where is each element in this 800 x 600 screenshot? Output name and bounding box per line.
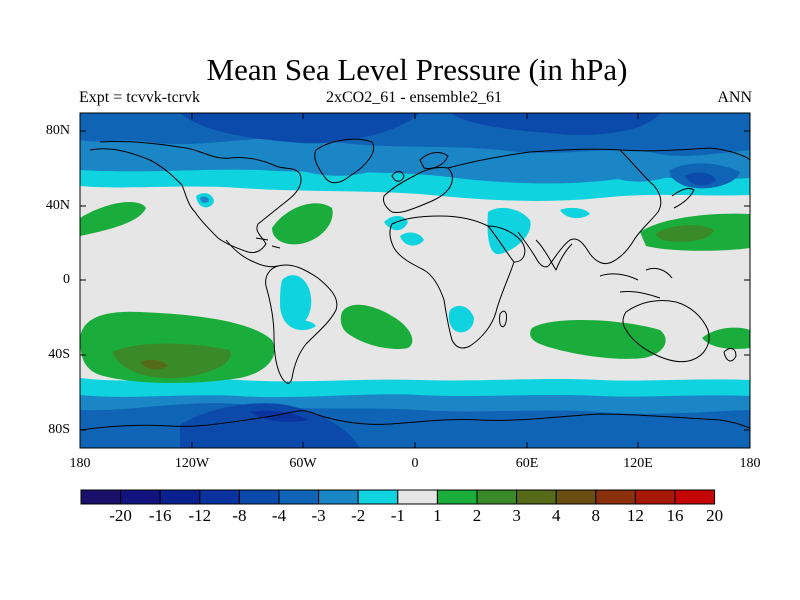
indonesia-coast bbox=[599, 267, 673, 299]
south-pacific-positive-inner bbox=[140, 359, 168, 370]
south-america-coast bbox=[265, 264, 338, 384]
colorbar-swatch bbox=[199, 489, 240, 505]
colorbar-swatch bbox=[80, 489, 122, 505]
arabia-minus1 bbox=[560, 207, 590, 219]
atlantic-minus1 bbox=[400, 232, 424, 246]
australia-coast bbox=[622, 299, 710, 363]
north-america-minus2 bbox=[200, 196, 209, 203]
africa-coast bbox=[389, 215, 515, 349]
central-america-coast bbox=[225, 239, 279, 268]
north-atlantic-positive bbox=[272, 203, 333, 245]
mediterranean-minus1 bbox=[384, 216, 408, 231]
map-title: Mean Sea Level Pressure (in hPa) bbox=[206, 52, 628, 87]
west-pacific-positive-core bbox=[655, 225, 714, 242]
scandinavia-coast bbox=[419, 152, 449, 169]
colorbar-tick-label: -4 bbox=[271, 506, 287, 525]
south-atlantic-positive bbox=[340, 304, 413, 350]
lon-label: 180 bbox=[69, 456, 91, 471]
europe-coast bbox=[383, 167, 453, 213]
india-coast bbox=[535, 239, 573, 271]
tasman-positive bbox=[702, 327, 750, 349]
colorbar-tick-label: 4 bbox=[551, 506, 561, 525]
lat-label: 80S bbox=[48, 422, 70, 437]
colorbar-swatch bbox=[120, 489, 161, 505]
colorbar-swatch bbox=[476, 489, 518, 505]
lon-label: 0 bbox=[411, 456, 419, 471]
madagascar-coast bbox=[499, 310, 507, 328]
north-pacific-positive bbox=[80, 202, 146, 236]
colorbar-swatch bbox=[238, 489, 280, 505]
colorbar-tick-label: -20 bbox=[109, 506, 132, 525]
experiment-label: Expt = tcvvk-tcrvk bbox=[79, 89, 200, 106]
antarctica-coast bbox=[80, 410, 750, 431]
period-label: ANN bbox=[717, 89, 752, 106]
lat-label: 80N bbox=[45, 123, 70, 138]
indian-ocean-positive bbox=[530, 319, 666, 359]
arctic-minus2 bbox=[300, 161, 380, 176]
north-america-coast bbox=[89, 140, 302, 253]
colorbar-swatch bbox=[634, 489, 676, 505]
africa-minus1 bbox=[448, 305, 474, 333]
map-ticks bbox=[80, 113, 750, 448]
north-pacific-low-core bbox=[685, 172, 716, 186]
lon-label: 120W bbox=[174, 456, 210, 471]
lon-label: 180 bbox=[739, 456, 761, 471]
colorbar-tick-label: 8 bbox=[591, 506, 601, 525]
south-pacific-positive-core bbox=[112, 343, 231, 379]
colorbar-tick-label: -8 bbox=[232, 506, 247, 525]
lat-label: 0 bbox=[63, 272, 70, 287]
colorbar-swatch bbox=[278, 489, 320, 505]
colorbar-swatch bbox=[555, 489, 597, 505]
colorbar-tick-label: 3 bbox=[512, 506, 521, 525]
new-zealand-coast bbox=[723, 348, 737, 362]
caribbean-islands bbox=[255, 237, 281, 249]
colorbar-swatch bbox=[595, 489, 636, 505]
colorbar bbox=[80, 489, 716, 505]
arabia-coast bbox=[487, 225, 526, 263]
colorbar-tick-label: 12 bbox=[626, 506, 644, 525]
ensemble-label: 2xCO2_61 - ensemble2_61 bbox=[326, 89, 502, 106]
colorbar-tick-label: 1 bbox=[433, 506, 442, 525]
colorbar-swatch bbox=[516, 489, 557, 505]
asia-coast bbox=[447, 147, 750, 268]
colorbar-tick-label: 16 bbox=[666, 506, 684, 525]
colorbar-swatch bbox=[159, 489, 201, 505]
colorbar-tick-label: -12 bbox=[188, 506, 212, 525]
greenland-coast bbox=[314, 138, 374, 184]
asia-minus2 bbox=[600, 168, 670, 182]
colorbar-swatch bbox=[436, 489, 478, 505]
north-band-minus4-b bbox=[450, 113, 660, 136]
lon-label: 60E bbox=[515, 456, 539, 471]
colorbar-swatch bbox=[397, 489, 438, 505]
south-band-minus8 bbox=[250, 410, 308, 422]
colorbar-swatch bbox=[318, 489, 359, 505]
colorbar-swatch bbox=[357, 489, 399, 505]
colorbar-tick-label: -1 bbox=[390, 506, 405, 525]
colorbar-swatch bbox=[674, 489, 716, 505]
north-band-minus4 bbox=[180, 113, 420, 144]
colorbar-tick-label: 20 bbox=[706, 506, 724, 525]
colorbar-tick-label: -3 bbox=[311, 506, 326, 525]
japan-coast bbox=[671, 187, 695, 209]
lon-label: 60W bbox=[289, 456, 317, 471]
south-america-minus1 bbox=[280, 275, 312, 327]
south-america-minus1-b bbox=[286, 319, 316, 331]
coastlines bbox=[80, 138, 750, 431]
colorbar-tick-label: 2 bbox=[472, 506, 482, 525]
colorbar-tick-label: -16 bbox=[148, 506, 172, 525]
colorbar-tick-label: -2 bbox=[351, 506, 366, 525]
pressure-field bbox=[80, 113, 750, 448]
uk-coast bbox=[391, 171, 405, 182]
lat-label: 40N bbox=[45, 198, 70, 213]
lat-label: 40S bbox=[48, 347, 70, 362]
lon-label: 120E bbox=[623, 456, 653, 471]
